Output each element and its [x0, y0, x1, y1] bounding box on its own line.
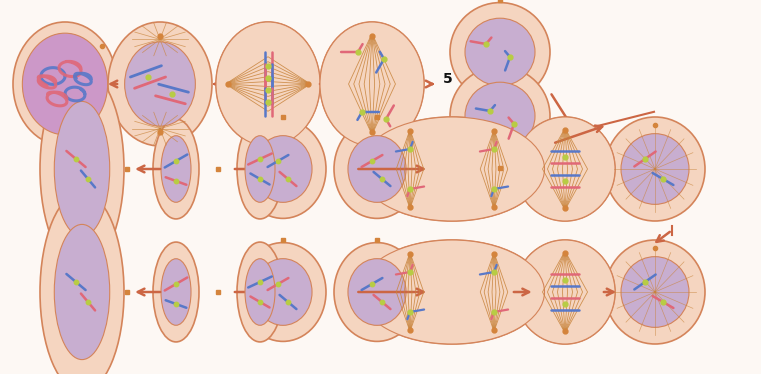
Ellipse shape	[237, 119, 283, 219]
Ellipse shape	[240, 243, 326, 341]
Ellipse shape	[108, 22, 212, 146]
Ellipse shape	[54, 101, 110, 237]
Ellipse shape	[216, 22, 320, 146]
Ellipse shape	[515, 240, 615, 344]
Ellipse shape	[254, 259, 312, 325]
Ellipse shape	[515, 117, 615, 221]
Ellipse shape	[450, 3, 550, 101]
Ellipse shape	[240, 120, 326, 218]
Ellipse shape	[161, 259, 191, 325]
Ellipse shape	[153, 242, 199, 342]
Text: 5: 5	[443, 72, 452, 86]
Ellipse shape	[515, 117, 615, 221]
Ellipse shape	[621, 257, 689, 327]
Ellipse shape	[334, 243, 420, 341]
Ellipse shape	[254, 136, 312, 202]
Ellipse shape	[334, 120, 420, 218]
Ellipse shape	[245, 136, 275, 202]
Ellipse shape	[465, 18, 535, 86]
Ellipse shape	[465, 82, 535, 150]
Ellipse shape	[515, 240, 615, 344]
Ellipse shape	[320, 22, 424, 146]
Ellipse shape	[359, 117, 545, 221]
Ellipse shape	[237, 242, 283, 342]
Ellipse shape	[153, 119, 199, 219]
Ellipse shape	[40, 69, 124, 269]
Ellipse shape	[359, 240, 545, 344]
Ellipse shape	[621, 134, 689, 204]
Ellipse shape	[450, 67, 550, 165]
Ellipse shape	[348, 259, 406, 325]
Ellipse shape	[245, 259, 275, 325]
Ellipse shape	[54, 224, 110, 359]
Ellipse shape	[13, 22, 117, 146]
Ellipse shape	[359, 117, 545, 221]
Ellipse shape	[125, 42, 196, 126]
Ellipse shape	[22, 33, 107, 135]
Ellipse shape	[216, 22, 320, 146]
Ellipse shape	[320, 22, 424, 146]
Ellipse shape	[605, 117, 705, 221]
Ellipse shape	[605, 240, 705, 344]
Ellipse shape	[359, 240, 545, 344]
Ellipse shape	[161, 136, 191, 202]
Ellipse shape	[348, 136, 406, 202]
Ellipse shape	[40, 192, 124, 374]
